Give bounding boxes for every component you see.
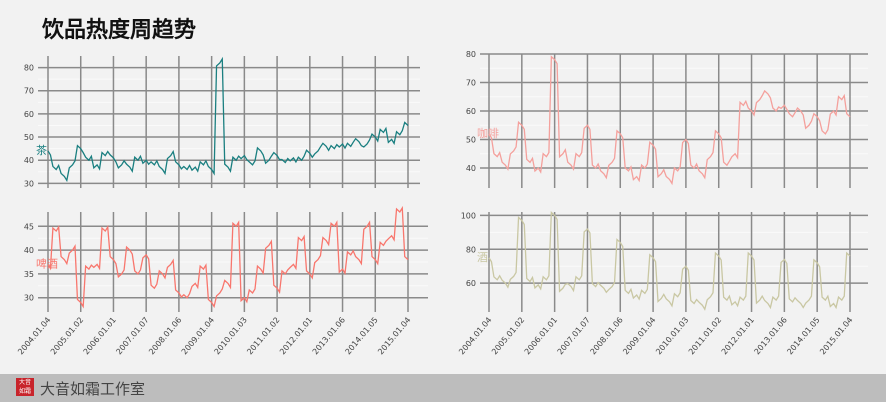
chart-wine: 60801002004.01.042005.01.022006.01.01200… — [440, 204, 886, 366]
y-tick-label: 100 — [461, 211, 476, 220]
chart-tea: 30 40 50 60 70 80 茶 — [0, 48, 437, 200]
x-tick-label: 2013.01.06 — [753, 316, 789, 357]
x-tick-label: 2008.01.06 — [588, 316, 624, 357]
y-tick-label: 50 — [24, 133, 34, 142]
y-tick-label: 40 — [466, 164, 476, 173]
x-tick-label: 2005.01.02 — [49, 316, 85, 357]
x-tick-label: 2012.01.01 — [720, 316, 756, 357]
x-tick-label: 2008.01.06 — [147, 316, 183, 357]
series-label: 咖啡 — [477, 126, 499, 140]
x-tick-label: 2014.01.05 — [785, 316, 821, 357]
x-tick-label: 2004.01.04 — [457, 316, 493, 357]
series-line-3 — [488, 210, 851, 311]
series-line-0 — [47, 56, 409, 183]
y-tick-label: 30 — [24, 294, 34, 303]
y-tick-label: 35 — [24, 270, 34, 279]
series-line-2 — [47, 205, 409, 309]
x-tick-label: 2006.01.01 — [82, 316, 118, 357]
x-tick-label: 2004.01.04 — [16, 316, 52, 357]
y-tick-label: 70 — [24, 87, 34, 96]
y-tick-label: 45 — [24, 222, 34, 231]
y-tick-label: 60 — [24, 110, 34, 119]
footer: 大音 如霜 大音如霜工作室 — [0, 374, 886, 402]
series-line-1 — [488, 55, 851, 186]
x-tick-label: 2014.01.05 — [343, 316, 379, 357]
x-tick-label: 2011.01.02 — [687, 316, 723, 357]
x-tick-label: 2010.01.03 — [654, 316, 690, 357]
y-tick-label: 40 — [24, 156, 34, 165]
studio-name: 大音如霜工作室 — [40, 380, 146, 398]
x-tick-label: 2010.01.03 — [213, 316, 249, 357]
page-title: 饮品热度周趋势 — [42, 17, 197, 43]
series-label: 酒 — [477, 251, 488, 264]
x-tick-label: 2005.01.02 — [490, 316, 526, 357]
series-label: 啤酒 — [36, 256, 58, 270]
y-tick-label: 70 — [466, 79, 476, 88]
x-tick-label: 2006.01.01 — [523, 316, 559, 357]
x-tick-label: 2015.01.04 — [818, 316, 854, 357]
y-tick-label: 80 — [466, 50, 476, 59]
y-tick-label: 60 — [466, 279, 476, 288]
x-tick-label: 2007.01.07 — [556, 316, 592, 357]
x-tick-label: 2009.01.04 — [621, 316, 657, 357]
chart-beer: 303540452004.01.042005.01.022006.01.0120… — [0, 204, 437, 366]
y-tick-label: 80 — [466, 245, 476, 254]
x-tick-label: 2009.01.04 — [180, 316, 216, 357]
x-tick-label: 2007.01.07 — [114, 316, 150, 357]
y-tick-label: 80 — [24, 64, 34, 73]
x-tick-label: 2013.01.06 — [311, 316, 347, 357]
y-tick-label: 40 — [24, 246, 34, 255]
y-tick-label: 60 — [466, 107, 476, 116]
y-tick-label: 50 — [466, 136, 476, 145]
chart-coffee: 40 50 60 70 80 咖啡 — [440, 48, 886, 200]
series-label: 茶 — [36, 144, 47, 157]
y-tick-label: 30 — [24, 179, 34, 188]
x-tick-label: 2011.01.02 — [245, 316, 281, 357]
x-tick-label: 2012.01.01 — [278, 316, 314, 357]
studio-logo: 大音 如霜 — [16, 378, 34, 396]
x-tick-label: 2015.01.04 — [376, 316, 412, 357]
